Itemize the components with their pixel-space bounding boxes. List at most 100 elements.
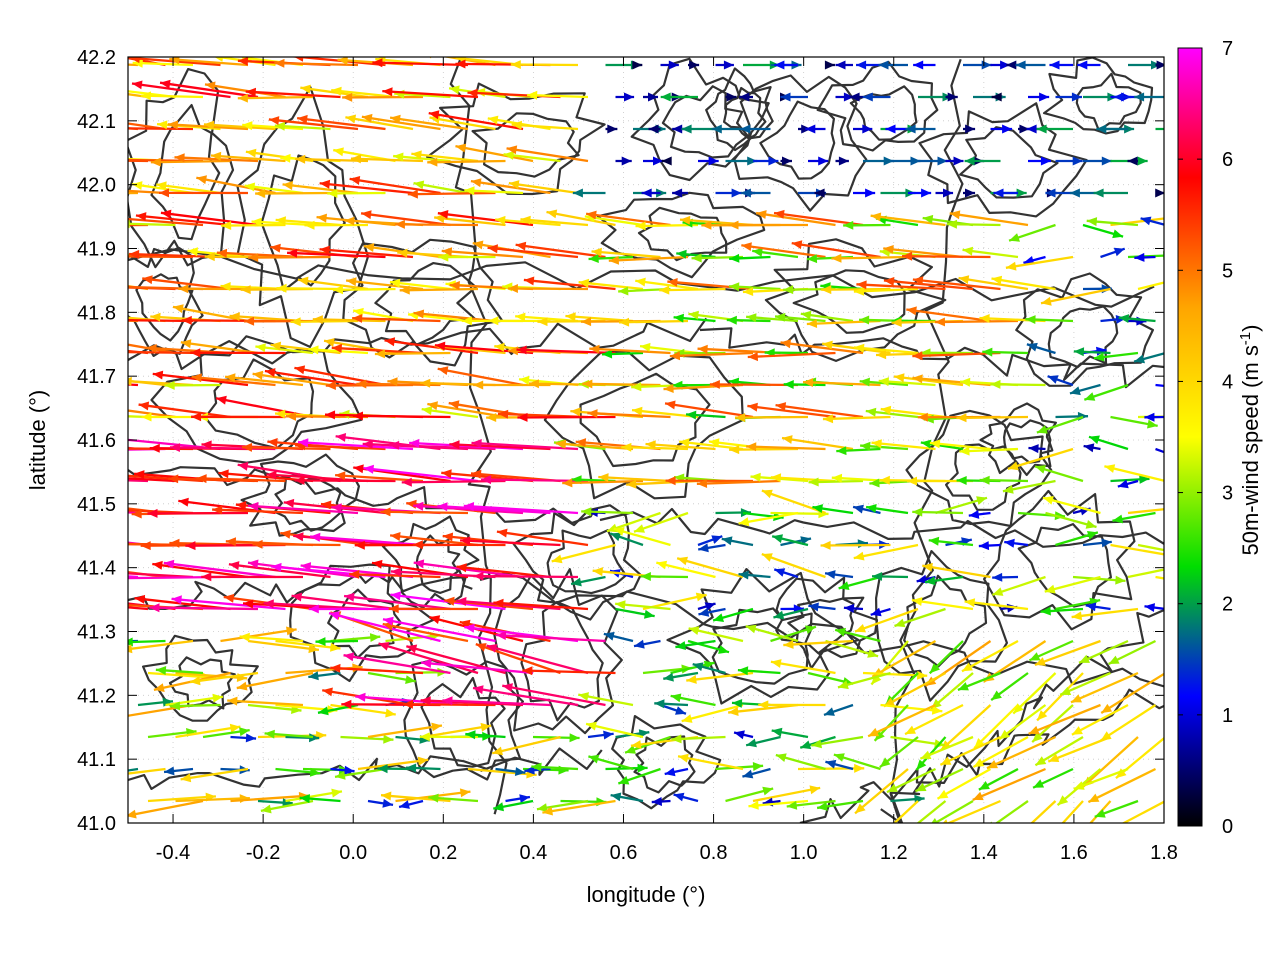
wind-vector-head — [884, 697, 895, 707]
wind-vector-head — [1060, 686, 1072, 695]
wind-vector — [460, 536, 561, 547]
wind-vector-head — [962, 662, 973, 672]
wind-vector-head — [236, 681, 248, 691]
wind-vector-head — [586, 721, 597, 731]
wind-vector-head — [346, 277, 357, 287]
wind-vector-head — [287, 248, 298, 258]
wind-vector — [924, 575, 964, 586]
wind-vector-head — [427, 157, 438, 167]
wind-vector-shaft — [546, 210, 616, 227]
wind-vector — [835, 156, 849, 166]
wind-vector — [821, 285, 891, 295]
wind-vector — [715, 188, 742, 198]
wind-vector-head — [870, 836, 880, 846]
wind-vector — [973, 704, 1019, 750]
wind-vector-shaft — [152, 562, 249, 579]
contour-line — [849, 85, 918, 141]
wind-vector-head — [155, 666, 167, 675]
wind-vector — [643, 92, 659, 102]
wind-vector-head — [282, 798, 293, 808]
wind-vector-shaft — [522, 669, 616, 675]
wind-vector — [412, 540, 506, 550]
wind-vector — [285, 733, 320, 743]
wind-vector — [1155, 383, 1164, 388]
wind-vector — [345, 277, 424, 291]
wind-vector-head — [742, 287, 754, 296]
wind-vector-head — [297, 114, 308, 124]
contour-line — [543, 350, 744, 500]
wind-vector — [1108, 639, 1157, 666]
wind-vector-head — [409, 438, 420, 448]
wind-vector-shaft — [291, 594, 396, 611]
wind-vector — [201, 572, 304, 582]
wind-vector — [245, 87, 341, 99]
wind-vector-head — [191, 412, 202, 422]
wind-vector-head — [774, 209, 785, 219]
wind-vector-head — [903, 825, 914, 835]
wind-vector — [728, 703, 799, 716]
wind-vector — [747, 402, 836, 419]
wind-vector — [870, 800, 919, 846]
wind-vector-head — [681, 714, 693, 723]
wind-vector-head — [775, 753, 787, 762]
wind-vector — [297, 276, 369, 291]
colorbar-tick-label: 7 — [1222, 38, 1233, 60]
wind-vector-head — [1147, 419, 1158, 429]
wind-vector — [786, 799, 836, 810]
wind-vector-head — [237, 57, 249, 66]
wind-vector-head — [859, 377, 870, 387]
wind-vector — [463, 502, 579, 515]
wind-vector — [350, 154, 424, 164]
wind-vector-shaft — [245, 90, 341, 99]
wind-vector-head — [843, 603, 855, 613]
wind-vector — [312, 315, 386, 324]
wind-vector-head — [729, 253, 740, 263]
wind-vector-head — [946, 219, 957, 229]
wind-vector-head — [555, 439, 567, 449]
wind-vector — [904, 703, 964, 736]
wind-vector-head — [569, 733, 580, 743]
wind-vector-head — [578, 278, 590, 288]
wind-vector-head — [692, 662, 704, 672]
wind-vector-shaft — [939, 704, 992, 752]
wind-vector-head — [610, 792, 622, 802]
wind-vector — [919, 735, 974, 760]
wind-vector-shaft — [936, 767, 992, 800]
wind-vector-shaft — [128, 799, 204, 817]
wind-vector-shaft — [686, 671, 754, 682]
wind-vector — [174, 153, 259, 163]
wind-vector — [656, 560, 716, 579]
wind-vector-head — [824, 60, 835, 70]
wind-vector — [470, 178, 551, 195]
wind-vector — [982, 347, 1029, 357]
wind-vector — [880, 405, 946, 419]
wind-vector-head — [335, 433, 347, 442]
wind-vector — [257, 798, 293, 808]
contour-line — [403, 659, 524, 781]
wind-vector-shaft — [134, 597, 231, 611]
wind-vector-head — [402, 699, 413, 709]
wind-vector-shaft — [1061, 800, 1084, 823]
wind-vector-head — [782, 435, 793, 444]
wind-vector — [986, 735, 1056, 770]
contour-line — [479, 572, 1164, 688]
wind-vector-head — [411, 150, 422, 160]
wind-vector-shaft — [585, 212, 671, 227]
wind-vector-head — [640, 572, 651, 581]
wind-vector — [487, 244, 579, 259]
wind-vector — [624, 735, 671, 754]
wind-vector-shaft — [496, 530, 589, 547]
wind-vector-head — [619, 317, 630, 327]
wind-vector-head — [361, 113, 373, 123]
wind-vector — [378, 642, 479, 675]
wind-vector-head — [771, 727, 783, 737]
wind-vector-head — [201, 572, 212, 582]
wind-vector-head — [575, 438, 587, 448]
wind-vector-head — [902, 251, 913, 261]
wind-vector — [274, 58, 359, 68]
wind-vector-head — [169, 701, 180, 711]
wind-vector — [676, 556, 744, 579]
wind-vector — [928, 640, 964, 675]
wind-vector-head — [768, 156, 779, 166]
wind-vector-shaft — [413, 504, 524, 515]
